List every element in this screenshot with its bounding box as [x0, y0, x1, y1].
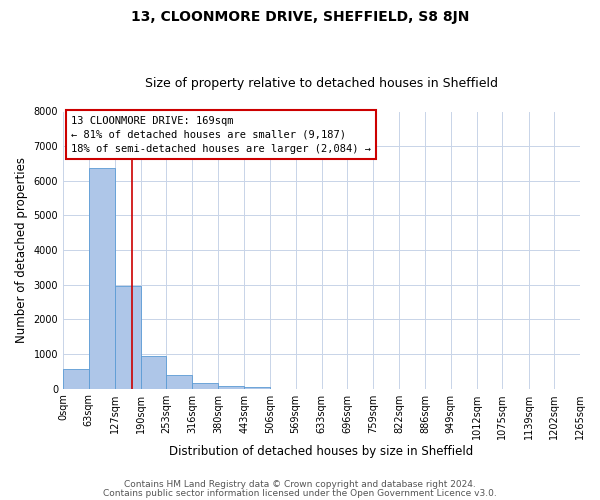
- X-axis label: Distribution of detached houses by size in Sheffield: Distribution of detached houses by size …: [169, 444, 473, 458]
- Bar: [218, 386, 244, 388]
- Bar: [244, 387, 270, 388]
- Bar: [63, 369, 89, 388]
- Bar: [115, 286, 140, 388]
- Text: 13, CLOONMORE DRIVE, SHEFFIELD, S8 8JN: 13, CLOONMORE DRIVE, SHEFFIELD, S8 8JN: [131, 10, 469, 24]
- Y-axis label: Number of detached properties: Number of detached properties: [15, 157, 28, 343]
- Title: Size of property relative to detached houses in Sheffield: Size of property relative to detached ho…: [145, 76, 498, 90]
- Bar: [192, 383, 218, 388]
- Text: 13 CLOONMORE DRIVE: 169sqm
← 81% of detached houses are smaller (9,187)
18% of s: 13 CLOONMORE DRIVE: 169sqm ← 81% of deta…: [71, 116, 371, 154]
- Bar: [140, 356, 166, 388]
- Bar: [166, 375, 192, 388]
- Text: Contains HM Land Registry data © Crown copyright and database right 2024.: Contains HM Land Registry data © Crown c…: [124, 480, 476, 489]
- Text: Contains public sector information licensed under the Open Government Licence v3: Contains public sector information licen…: [103, 488, 497, 498]
- Bar: [89, 168, 115, 388]
